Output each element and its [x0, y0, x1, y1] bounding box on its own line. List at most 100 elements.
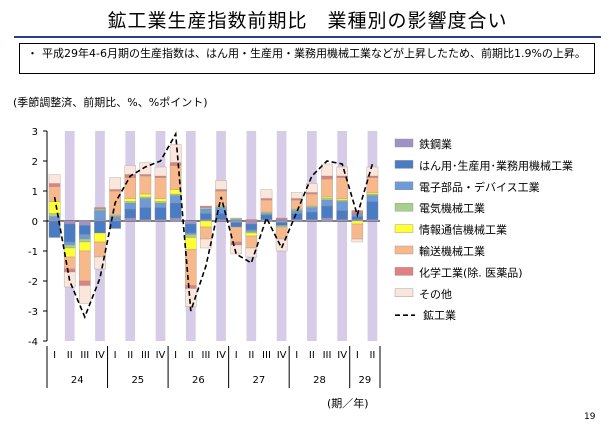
bar-segment — [124, 202, 137, 210]
bar-segment — [200, 205, 212, 208]
bar-segment — [169, 144, 182, 163]
x-tick-label: I — [53, 350, 56, 361]
legend-label: 電子部品・デバイス工業 — [419, 180, 540, 194]
bar-segment — [200, 238, 212, 249]
bar-segment — [275, 238, 288, 252]
bar-segment — [215, 205, 227, 208]
legend-swatch — [394, 181, 414, 191]
x-tick-label: IV — [216, 350, 226, 361]
bar-segment — [154, 166, 167, 177]
bar-segment — [366, 192, 379, 195]
x-tick-label: III — [262, 350, 271, 361]
bar-segment — [185, 220, 197, 225]
bar-segment — [336, 219, 348, 222]
bar-segment — [79, 234, 91, 240]
x-tick-label: III — [323, 350, 332, 361]
bar-segment — [366, 195, 379, 202]
x-tick-label: I — [356, 350, 359, 361]
bar-segment — [124, 165, 137, 175]
shade-column — [337, 131, 348, 341]
bar-segment — [124, 217, 137, 222]
year-label: 28 — [313, 375, 326, 386]
bar-segment — [169, 217, 182, 222]
x-tick-label: III — [202, 350, 211, 361]
bar-segment — [260, 199, 273, 213]
y-tick-label: -4 — [28, 337, 38, 348]
x-tick-label: II — [309, 350, 315, 361]
legend-swatch — [394, 202, 414, 212]
bar-segment — [185, 223, 197, 234]
bar-segment — [275, 222, 288, 226]
bar-segment — [169, 165, 182, 190]
bar-segment — [245, 235, 258, 249]
bar-segment — [351, 223, 364, 240]
bar-segment — [245, 220, 258, 225]
bar-segment — [94, 219, 106, 222]
bar-segment — [366, 201, 379, 220]
y-tick-label: 3 — [32, 127, 38, 138]
y-tick-label: -2 — [28, 277, 38, 288]
legend-label: 鉄鋼業 — [419, 137, 452, 151]
bar-segment — [169, 195, 182, 204]
bar-segment — [79, 225, 91, 235]
bar-segment — [109, 189, 121, 192]
bar-segment — [321, 175, 333, 180]
unit-label: (季節調整済、前期比、%、%ポイント) — [13, 96, 208, 109]
legend-label: はん用･生産用･業務用機械工業 — [419, 158, 573, 172]
bar-segment — [245, 229, 258, 232]
bar-segment — [94, 220, 106, 234]
bar-segment — [154, 202, 167, 208]
bar-segment — [260, 198, 273, 201]
bar-segment — [48, 220, 61, 238]
bar-segment — [63, 244, 76, 249]
bar-segment — [321, 198, 333, 201]
bar-segment — [139, 207, 152, 220]
bar-segment — [336, 201, 348, 211]
bar-segment — [79, 241, 91, 252]
y-tick-label: 2 — [32, 157, 38, 168]
year-label: 25 — [131, 375, 144, 386]
year-label: 27 — [253, 375, 266, 386]
bar-segment — [321, 178, 333, 198]
bar-segment — [321, 163, 333, 177]
x-tick-label: II — [67, 350, 73, 361]
page-title: 鉱工業生産指数前期比 業種別の影響度合い — [107, 10, 508, 32]
bar-segment — [139, 196, 152, 199]
bar-segment — [290, 213, 303, 220]
summary-box: ・ 平成29年4-6月期の生産指数は、はん用・生産用・業務用機械工業などが上昇し… — [19, 43, 595, 74]
x-tick-label: I — [295, 350, 298, 361]
bar-segment — [185, 232, 197, 235]
summary-text: 平成29年4-6月期の生産指数は、はん用・生産用・業務用機械工業などが上昇したた… — [42, 47, 586, 60]
x-tick-label: II — [369, 350, 375, 361]
bar-segment — [290, 192, 303, 199]
bar-segment — [351, 219, 364, 222]
x-tick-label: II — [127, 350, 133, 361]
bar-segment — [169, 193, 182, 196]
bar-segment — [185, 285, 197, 289]
bar-segment — [48, 183, 61, 187]
bar-segment — [200, 226, 212, 240]
bar-segment — [215, 189, 227, 192]
total-index-line — [53, 131, 374, 320]
bar-segment — [290, 198, 303, 201]
shade-column — [367, 131, 378, 341]
bar-segment — [79, 285, 91, 304]
bar-segment — [94, 208, 106, 211]
x-tick-label: I — [174, 350, 177, 361]
year-label: 26 — [192, 375, 205, 386]
bar-segment — [321, 205, 333, 219]
bar-segment — [351, 238, 364, 243]
bar-segment — [185, 288, 197, 307]
y-tick-label: 0 — [32, 217, 38, 228]
bar-segment — [94, 232, 106, 243]
x-tick-label: IV — [156, 350, 166, 361]
bar-segment — [260, 213, 273, 216]
bar-segment — [169, 202, 182, 219]
legend-swatch — [394, 160, 414, 169]
legend-label: 情報通信機械工業 — [419, 223, 507, 237]
x-tick-label: I — [114, 350, 117, 361]
bar-segment — [200, 207, 212, 210]
title-rule — [14, 36, 601, 38]
bar-segment — [139, 174, 152, 177]
bar-segment — [48, 201, 61, 214]
